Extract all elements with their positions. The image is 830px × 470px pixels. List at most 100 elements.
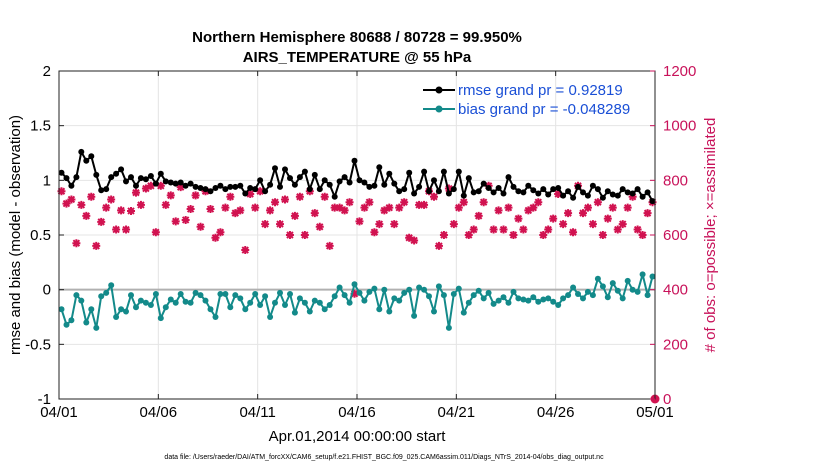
bias-marker (500, 294, 507, 301)
bias-marker (386, 308, 393, 315)
bias-marker (311, 297, 318, 304)
rmse-marker (331, 193, 338, 200)
rmse-marker (445, 190, 452, 197)
bias-marker (629, 286, 636, 293)
bias-marker (152, 291, 159, 297)
rmse-marker (336, 178, 343, 185)
rmse-marker (555, 185, 562, 191)
rmse-marker (455, 168, 462, 175)
bias-marker (580, 295, 586, 302)
bias-marker (108, 282, 115, 289)
bias-marker (123, 308, 129, 315)
rmse-marker (301, 168, 308, 175)
bias-marker (406, 286, 413, 293)
obs-assimilated-marker (638, 231, 647, 239)
bias-marker (634, 288, 641, 295)
bias-marker (614, 287, 621, 294)
data-file-footnote: data file: /Users/raeder/DAI/ATM_forcXX/… (164, 454, 604, 461)
obs-assimilated-marker (131, 188, 140, 197)
obs-assimilated-marker (216, 228, 225, 237)
rmse-marker (287, 175, 293, 182)
bias-marker (366, 288, 373, 295)
bias-marker (455, 285, 462, 292)
rmse-marker (277, 183, 283, 190)
rmse-marker (416, 183, 423, 190)
rmse-marker (525, 182, 532, 189)
rmse-marker (426, 188, 432, 195)
x-tick-label: 05/01 (636, 404, 674, 421)
bias-marker (296, 295, 303, 302)
bias-marker (431, 308, 437, 315)
bias-marker (321, 306, 328, 313)
obs-assimilated-marker (365, 198, 374, 207)
bias-marker (207, 306, 214, 313)
bias-marker (555, 302, 562, 308)
bias-marker (93, 324, 100, 331)
y-tick-label-right: 400 (663, 282, 688, 299)
y-tick-label-left: 0 (43, 282, 51, 299)
obs-assimilated-marker (524, 206, 533, 215)
bias-marker (480, 295, 487, 302)
rmse-marker (341, 174, 348, 181)
obs-assimilated-marker (479, 198, 488, 207)
rmse-marker (212, 185, 219, 191)
x-tick-label: 04/06 (140, 404, 178, 421)
obs-assimilated-marker (271, 198, 280, 207)
obs-assimilated-marker (613, 225, 622, 234)
rmse-marker (490, 189, 497, 196)
obs-assimilated-marker (241, 246, 250, 255)
rmse-marker (540, 186, 547, 193)
rmse-marker (267, 181, 274, 188)
obs-assimilated-marker (598, 231, 607, 239)
bias-marker (217, 291, 224, 297)
rmse-marker (282, 166, 288, 173)
y-tick-label-left: 2 (43, 63, 51, 80)
rmse-marker (470, 189, 477, 196)
obs-assimilated-marker (151, 228, 160, 237)
bias-marker (401, 289, 408, 296)
bias-marker (470, 292, 477, 299)
bias-marker (326, 302, 333, 308)
rmse-marker (192, 183, 199, 190)
bias-marker (68, 317, 75, 324)
bias-marker (336, 284, 343, 291)
rmse-marker (98, 187, 105, 194)
bias-marker (426, 293, 432, 300)
bias-marker (272, 299, 278, 306)
bias-marker (495, 297, 502, 304)
bias-marker (212, 314, 219, 320)
bias-marker (575, 291, 581, 297)
obs-assimilated-marker (285, 231, 294, 239)
obs-assimilated-marker (211, 233, 220, 242)
obs-assimilated-marker (360, 203, 369, 212)
obs-assimilated-marker (122, 225, 131, 234)
rmse-marker (311, 171, 318, 178)
rmse-marker (485, 185, 492, 191)
obs-assimilated-marker (583, 203, 592, 212)
bias-marker (421, 286, 428, 293)
obs-assimilated-marker (62, 199, 71, 208)
rmse-marker (500, 190, 507, 197)
rmse-marker (510, 183, 517, 190)
obs-assimilated-marker (444, 184, 453, 193)
rmse-marker (93, 171, 100, 178)
rmse-marker (162, 178, 169, 185)
rmse-marker (202, 186, 209, 193)
rmse-marker (366, 183, 373, 190)
obs-assimilated-marker (429, 192, 438, 201)
bias-marker (147, 302, 154, 308)
y-tick-label-left: 1 (43, 172, 51, 189)
obs-assimilated-marker (181, 215, 190, 224)
rmse-marker (306, 186, 313, 193)
obs-assimilated-marker (469, 225, 478, 234)
obs-assimilated-marker (569, 228, 578, 237)
obs-assimilated-marker (529, 203, 538, 212)
bias-marker (411, 312, 418, 319)
obs-assimilated-marker (280, 195, 289, 204)
y-tick-label-right: 200 (663, 336, 688, 353)
obs-assimilated-marker (350, 289, 359, 298)
y-tick-label-left: -0.5 (25, 336, 51, 353)
rmse-marker (450, 186, 457, 193)
obs-assimilated-marker (256, 187, 265, 196)
obs-assimilated-marker (290, 211, 299, 220)
